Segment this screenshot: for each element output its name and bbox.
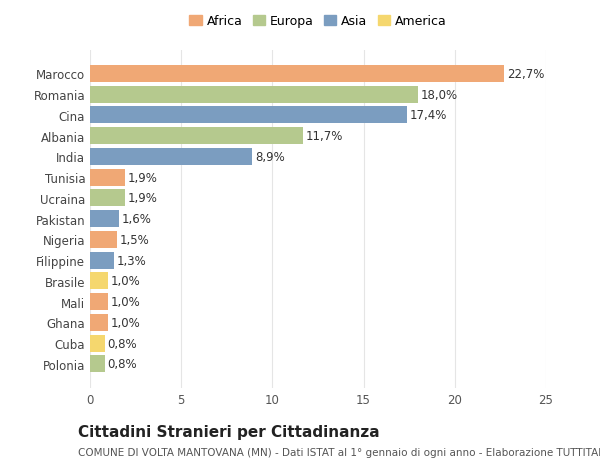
Text: 0,8%: 0,8% — [107, 358, 137, 370]
Bar — [90, 231, 118, 248]
Bar — [90, 128, 304, 145]
Text: 1,5%: 1,5% — [120, 233, 150, 246]
Bar — [90, 149, 253, 166]
Text: 11,7%: 11,7% — [306, 130, 344, 143]
Bar — [90, 252, 114, 269]
Text: 1,9%: 1,9% — [127, 192, 157, 205]
Bar — [90, 169, 125, 186]
Legend: Africa, Europa, Asia, America: Africa, Europa, Asia, America — [187, 13, 449, 31]
Text: 1,0%: 1,0% — [111, 316, 141, 329]
Text: 17,4%: 17,4% — [410, 109, 448, 122]
Bar — [90, 86, 418, 103]
Text: 1,0%: 1,0% — [111, 296, 141, 308]
Text: 1,0%: 1,0% — [111, 275, 141, 288]
Bar — [90, 66, 504, 83]
Bar — [90, 211, 119, 228]
Text: 18,0%: 18,0% — [421, 89, 458, 101]
Bar — [90, 107, 407, 124]
Text: 22,7%: 22,7% — [507, 68, 544, 81]
Text: 8,9%: 8,9% — [255, 151, 285, 163]
Text: COMUNE DI VOLTA MANTOVANA (MN) - Dati ISTAT al 1° gennaio di ogni anno - Elabora: COMUNE DI VOLTA MANTOVANA (MN) - Dati IS… — [78, 448, 600, 458]
Bar — [90, 190, 125, 207]
Text: 1,9%: 1,9% — [127, 171, 157, 184]
Bar — [90, 273, 108, 290]
Text: Cittadini Stranieri per Cittadinanza: Cittadini Stranieri per Cittadinanza — [78, 425, 380, 440]
Bar — [90, 335, 104, 352]
Bar — [90, 356, 104, 373]
Text: 1,6%: 1,6% — [122, 213, 152, 226]
Bar — [90, 314, 108, 331]
Text: 1,3%: 1,3% — [116, 254, 146, 267]
Text: 0,8%: 0,8% — [107, 337, 137, 350]
Bar — [90, 293, 108, 310]
